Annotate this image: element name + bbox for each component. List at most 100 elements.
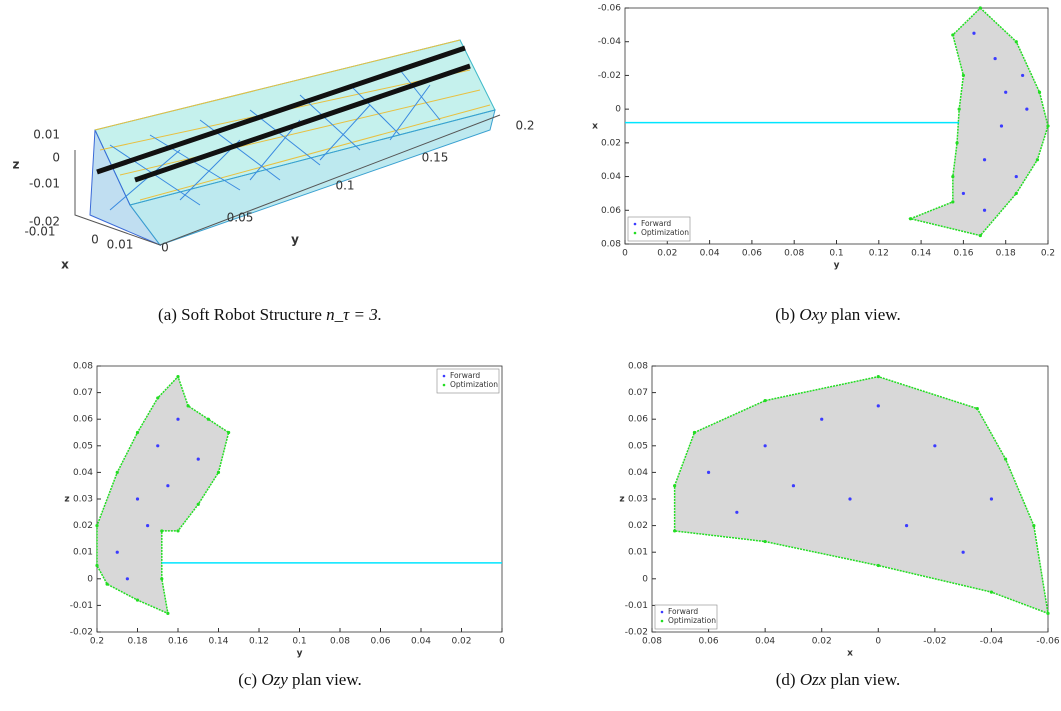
y-tick-label: -0.04 [598,37,622,47]
x-tick-label: 0.06 [742,249,762,259]
point [206,417,210,421]
x-tick-label: 0.06 [699,637,719,647]
y-tick-label: 0.01 [628,548,648,558]
point [156,396,160,400]
point [999,124,1004,128]
y-tick-label: 0 [161,241,169,255]
x-tick-label: -0.06 [1036,637,1060,647]
x-tick-label: 0.12 [249,637,269,647]
x-tick-label: 0.01 [107,238,134,252]
y-tick-label: 0.07 [628,388,648,398]
point [176,375,180,379]
x-tick-label: 0.16 [168,637,188,647]
point [955,141,959,145]
point [673,484,677,488]
point [176,529,180,533]
truss-side [129,109,496,246]
point [176,417,180,421]
legend-label: Forward [641,219,671,228]
x-tick-label: 0.12 [869,249,889,259]
legend-marker [633,222,637,226]
caption: (a) Soft Robot Structure n_τ = 3. [158,305,382,325]
y-axis-label: z [619,495,624,505]
point [1004,90,1008,94]
point [763,444,767,448]
y-tick-label: 0.05 [73,441,93,451]
x-tick-label: 0.02 [451,637,471,647]
point [216,470,221,474]
x-tick-label: 0.02 [812,637,832,647]
y-tick-label: 0.07 [73,388,93,398]
point [95,524,99,528]
z-tick-label: -0.01 [29,177,60,191]
y-tick-label: 0.04 [628,468,648,478]
point [763,539,767,544]
caption-math: Oxy [799,305,827,324]
point [135,497,140,501]
legend-label: Forward [450,371,480,380]
point [1046,124,1050,128]
point [1014,191,1018,196]
point [1046,611,1050,615]
point [951,200,955,204]
x-tick-label: 0.14 [208,637,228,647]
x-tick-label: 0.04 [700,249,720,259]
y-tick-label: 0.08 [601,240,621,250]
x-tick-label: 0.2 [1041,249,1055,259]
y-tick-label: 0 [615,105,621,115]
legend-marker [660,610,664,614]
z-axis-label: z [13,158,20,172]
x-axis-label: y [297,649,303,659]
point [673,529,677,533]
point [1032,524,1036,528]
point [1025,107,1029,111]
point [227,430,231,435]
y-tick-label: 0.06 [601,206,621,216]
y-tick-label: -0.02 [70,628,93,638]
point [982,208,987,212]
y-tick-label: 0.04 [73,468,93,478]
x-tick-label: 0 [622,249,628,259]
y-tick-label: 0.05 [628,441,648,451]
legend-label: Optimization [641,228,689,237]
y-tick-label: -0.06 [598,4,622,14]
point [978,233,982,238]
point [904,524,909,528]
x-tick-label: 0 [499,637,505,647]
point [972,31,976,35]
point [1014,40,1018,44]
caption-math: Ozx [799,670,827,689]
x-tick-label: 0.16 [953,249,973,259]
point [876,404,880,408]
tendon [96,45,466,175]
legend [654,604,718,630]
point [1003,457,1008,461]
y-tick-label: 0 [642,574,648,584]
y-tick-label: -0.01 [70,601,93,611]
point [908,217,913,221]
point [1035,158,1040,162]
caption-label: (d) [775,670,796,689]
point [105,582,109,586]
legend-label: Optimization [668,616,716,625]
caption-label: (a) [158,305,177,324]
y-tick-label: 0.02 [73,521,93,531]
point [135,430,140,435]
legend-marker [660,619,664,623]
legend-marker [442,374,446,378]
point [961,550,965,554]
point [1037,90,1042,94]
x-tick-label: 0.18 [996,249,1016,259]
caption-text: plan view. [830,305,901,324]
x-tick-label: -0.01 [24,225,55,239]
x-tick-label: 0.1 [829,249,843,259]
point [196,457,200,461]
point [820,417,824,421]
point [196,502,200,506]
x-axis-label: x [847,649,853,659]
y-axis-label: z [64,495,69,505]
y-tick-label: 0.02 [628,521,648,531]
y-tick-label: 0.03 [628,495,648,505]
point [993,56,997,61]
point [975,406,979,411]
